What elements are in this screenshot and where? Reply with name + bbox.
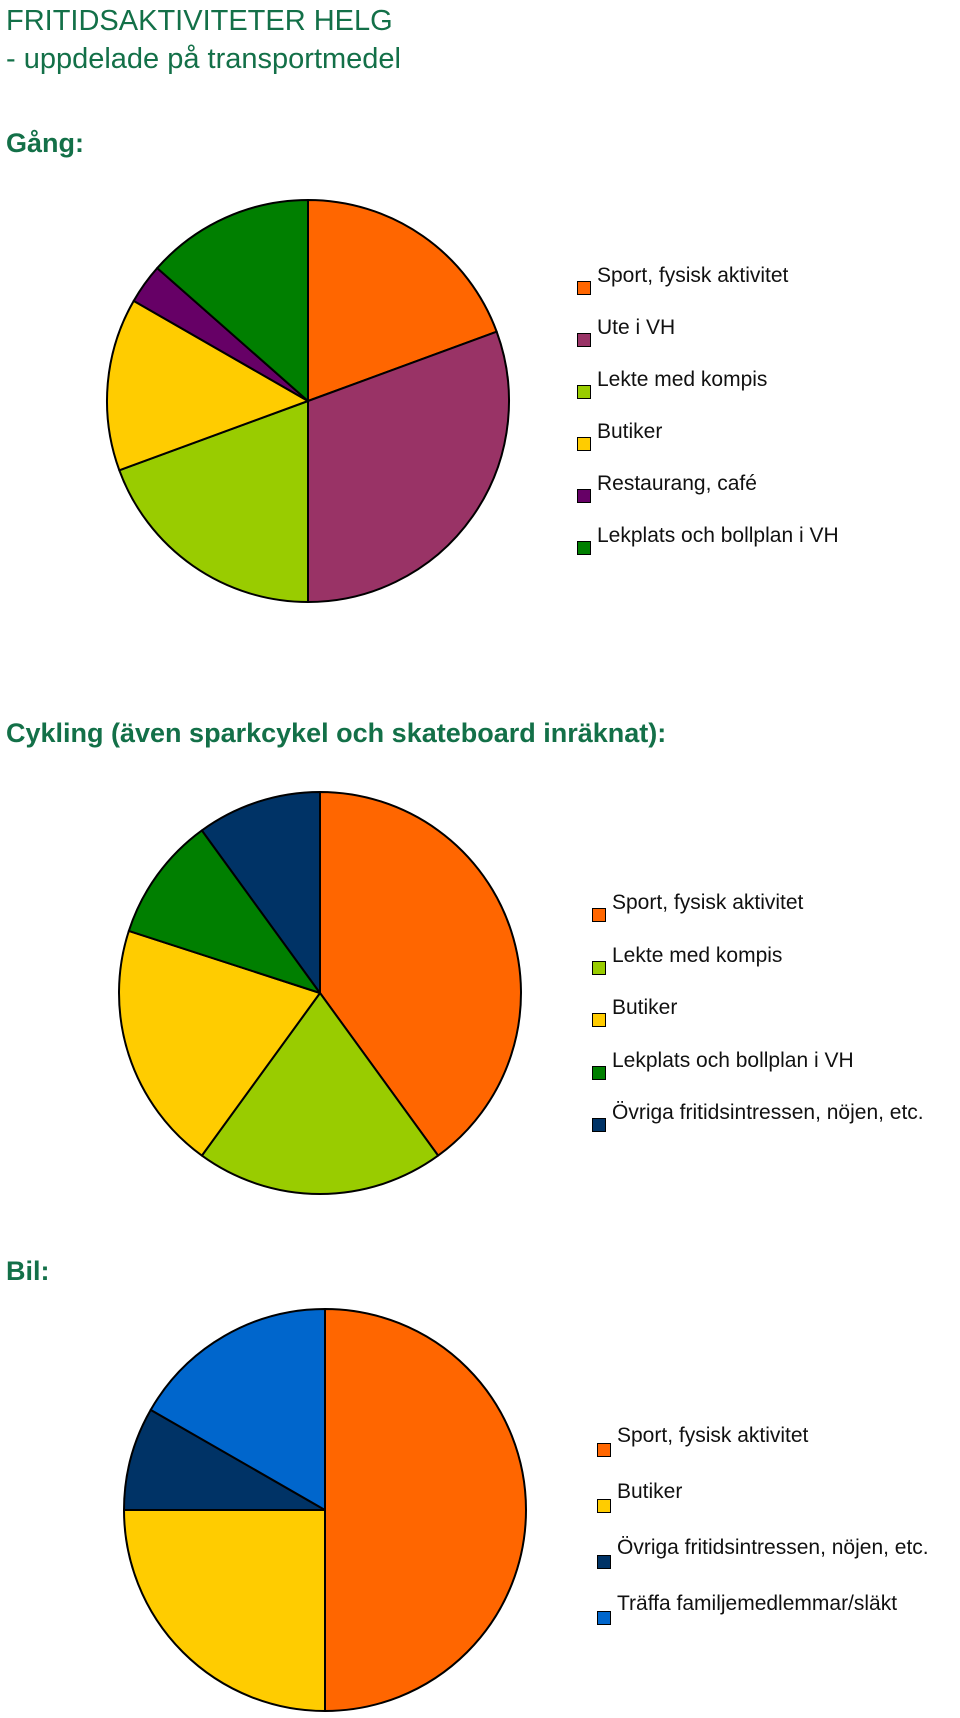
legend-label: Lekte med kompis bbox=[612, 943, 783, 967]
legend-item-lekte-med-kompis: Lekte med kompis bbox=[592, 942, 924, 995]
legend-label: Lekte med kompis bbox=[597, 368, 768, 391]
legend-label: Lekplats och bollplan i VH bbox=[597, 524, 839, 547]
legend-swatch bbox=[577, 333, 591, 347]
legend-swatch bbox=[592, 1065, 606, 1080]
legend-swatch bbox=[597, 1611, 611, 1625]
pie-slice-butiker bbox=[105, 299, 309, 472]
pie-slice-lekplats-och-bollplan-i-vh bbox=[156, 199, 309, 402]
legend-item-traffa-familjemedlemmar-slakt: Träffa familjemedlemmar/släkt bbox=[597, 1590, 929, 1646]
legend-swatch bbox=[577, 385, 591, 399]
chart-title-cykling: Cykling (även sparkcykel och skateboard … bbox=[6, 718, 667, 748]
legend-item-sport-fysisk-aktivitet: Sport, fysisk aktivitet bbox=[597, 1422, 929, 1478]
legend-label: Sport, fysisk aktivitet bbox=[597, 264, 789, 287]
legend-label: Ute i VH bbox=[597, 316, 676, 339]
legend-item-butiker: Butiker bbox=[577, 418, 839, 470]
pie-slice-traffa-familjemedlemmar-slakt bbox=[149, 1308, 326, 1511]
legend-swatch bbox=[577, 281, 591, 295]
legend-label: Sport, fysisk aktivitet bbox=[617, 1424, 809, 1447]
pie-slice-ute-i-vh bbox=[307, 330, 511, 603]
chart-title-bil: Bil: bbox=[6, 1256, 50, 1286]
legend-item-lekplats-och-bollplan-i-vh: Lekplats och bollplan i VH bbox=[577, 522, 839, 574]
pie-slice-sport-fysisk-aktivitet bbox=[307, 199, 498, 402]
legend-item-sport-fysisk-aktivitet: Sport, fysisk aktivitet bbox=[592, 889, 924, 942]
legend-swatch bbox=[577, 541, 591, 555]
legend-item-ovriga-fritidsintressen-nojen-etc: Övriga fritidsintressen, nöjen, etc. bbox=[592, 1099, 924, 1152]
legend-label: Restaurang, café bbox=[597, 472, 757, 495]
legend-bil: Sport, fysisk aktivitet Butiker Övriga fri… bbox=[597, 1422, 929, 1646]
pie-slice-ovriga-fritidsintressen-nojen-etc bbox=[200, 791, 321, 994]
pie-slice-ovriga-fritidsintressen-nojen-etc bbox=[123, 1408, 326, 1511]
legend-swatch bbox=[577, 437, 591, 451]
legend-item-ute-i-vh: Ute i VH bbox=[577, 314, 839, 366]
legend-cykling: Sport, fysisk aktivitet Lekte med kompis B… bbox=[592, 889, 924, 1152]
legend-swatch bbox=[597, 1499, 611, 1513]
legend-item-butiker: Butiker bbox=[597, 1478, 929, 1534]
legend-swatch bbox=[592, 960, 606, 975]
pie-slice-butiker bbox=[123, 1509, 326, 1712]
legend-swatch bbox=[597, 1555, 611, 1569]
legend-label: Övriga fritidsintressen, nöjen, etc. bbox=[612, 1101, 924, 1124]
legend-item-lekte-med-kompis: Lekte med kompis bbox=[577, 366, 839, 418]
legend-gang: Sport, fysisk aktivitet Ute i VH Lekte med… bbox=[577, 262, 839, 574]
legend-swatch bbox=[592, 908, 606, 923]
pie-slice-lekte-med-kompis bbox=[118, 400, 309, 603]
legend-label: Butiker bbox=[597, 420, 663, 443]
legend-label: Butiker bbox=[612, 996, 678, 1019]
legend-label: Träffa familjemedlemmar/släkt bbox=[617, 1592, 898, 1615]
legend-swatch bbox=[592, 1013, 606, 1028]
page-title-line-1: FRITIDSAKTIVITETER HELG bbox=[6, 5, 393, 37]
legend-item-sport-fysisk-aktivitet: Sport, fysisk aktivitet bbox=[577, 262, 839, 314]
pie-slice-butiker bbox=[118, 929, 321, 1157]
legend-swatch bbox=[577, 489, 591, 503]
chart-title-gang: Gång: bbox=[6, 128, 84, 158]
legend-swatch bbox=[592, 1118, 606, 1133]
pie-slice-lekplats-och-bollplan-i-vh bbox=[127, 829, 321, 994]
legend-item-ovriga-fritidsintressen-nojen-etc: Övriga fritidsintressen, nöjen, etc. bbox=[597, 1534, 929, 1590]
pie-slice-sport-fysisk-aktivitet bbox=[319, 791, 522, 1157]
page-title: FRITIDSAKTIVITETER HELG - uppdelade på t… bbox=[6, 2, 401, 78]
legend-item-restaurang-cafe: Restaurang, café bbox=[577, 470, 839, 522]
legend-label: Butiker bbox=[617, 1480, 683, 1503]
legend-label: Sport, fysisk aktivitet bbox=[612, 891, 804, 914]
legend-item-lekplats-och-bollplan-i-vh: Lekplats och bollplan i VH bbox=[592, 1047, 924, 1100]
legend-label: Övriga fritidsintressen, nöjen, etc. bbox=[617, 1536, 929, 1559]
pie-slice-sport-fysisk-aktivitet bbox=[324, 1308, 527, 1712]
page-title-line-2: - uppdelade på transportmedel bbox=[6, 43, 401, 75]
legend-swatch bbox=[597, 1443, 611, 1457]
pie-slice-lekte-med-kompis bbox=[200, 992, 440, 1195]
legend-item-butiker: Butiker bbox=[592, 994, 924, 1047]
legend-label: Lekplats och bollplan i VH bbox=[612, 1048, 854, 1072]
